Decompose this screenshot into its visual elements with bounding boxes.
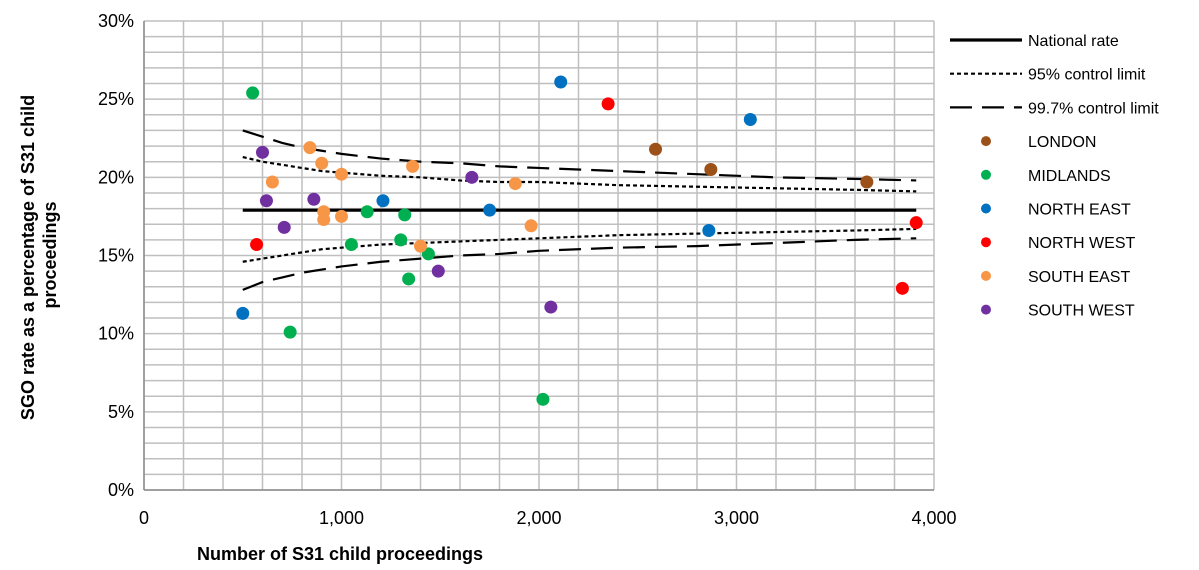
data-point-south-east [335,209,348,223]
legend-marker-midlands [981,169,991,180]
data-point-south-west [544,300,558,314]
legend-label-south-west: SOUTH WEST [1028,303,1135,320]
data-point-south-west [307,192,321,206]
data-point-midlands [360,205,374,219]
data-point-south-east [414,239,427,253]
y-tick-label: 15% [98,246,134,266]
data-point-south-east [265,175,279,189]
data-point-south-east [508,177,522,191]
data-point-south-west [256,145,269,159]
legend-label-london: LONDON [1028,134,1096,151]
legend-label-south-east: SOUTH EAST [1028,269,1130,286]
y-axis-title-line-2: proceedings [40,201,60,308]
data-point-midlands [394,233,408,247]
legend-marker-london [981,136,991,147]
legend-marker-north-west [981,237,991,248]
legend-label-national-rate: National rate [1028,33,1119,50]
chart-gridlines [143,20,935,491]
data-point-south-east [406,159,420,173]
data-point-london [704,163,718,177]
data-point-north-east [376,194,390,208]
y-tick-label: 20% [98,167,134,187]
data-point-north-east [236,306,250,320]
data-point-midlands [421,247,435,261]
data-point-south-west [431,264,445,278]
x-tick-label: 3,000 [714,508,759,528]
data-point-south-east [315,156,329,170]
data-point-south-west [259,194,273,208]
legend-label-midlands: MIDLANDS [1028,168,1111,185]
x-tick-label: 2,000 [516,508,561,528]
data-point-north-east [483,203,497,217]
data-point-south-east [303,141,317,155]
data-point-south-east [317,213,331,227]
data-point-midlands [402,272,416,286]
y-tick-label: 30% [98,11,134,31]
y-tick-label: 10% [98,324,134,344]
data-point-midlands [536,392,550,406]
x-axis-title: Number of S31 child proceedings [197,544,483,564]
data-point-north-west [895,281,909,295]
y-axis-title-line-1: SGO rate as a percentage of S31 child [18,95,38,420]
data-point-north-east [554,75,568,89]
chart-axes [143,21,934,491]
legend-label-95-control-limit: 95% control limit [1028,67,1146,84]
legend-label-north-east: NORTH EAST [1028,202,1131,219]
data-point-london [860,175,874,189]
data-point-north-west [909,216,923,230]
data-point-south-east [335,167,348,181]
95-control-limit-upper-line [242,155,917,193]
data-point-midlands [398,208,412,222]
data-point-midlands [246,86,260,100]
data-point-midlands [283,325,297,339]
data-point-north-east [743,112,757,126]
legend-label-99-7-control-limit: 99.7% control limit [1028,100,1159,117]
x-tick-label: 4,000 [911,508,956,528]
reference-lines [242,129,917,291]
chart-legend: National rate 95% control limit 99.7% cont… [950,33,1159,320]
tick-labels: 0 1,000 2,000 3,000 4,000 0% 5% 10% 15% 20% 25% 30% [98,11,957,528]
y-tick-label: 0% [108,480,134,500]
data-point-north-east [702,223,716,237]
data-points [236,75,923,406]
y-tick-label: 5% [108,402,134,422]
99-7-control-limit-lower-line [242,237,917,291]
data-point-london [649,142,663,156]
99-7-control-limit-upper-line [242,129,917,182]
y-tick-label: 25% [98,89,134,109]
legend-marker-south-east [981,270,991,281]
legend-marker-south-west [981,304,991,315]
data-point-south-west [465,170,479,184]
data-point-north-west [601,97,615,111]
legend-label-north-west: NORTH WEST [1028,235,1135,252]
data-point-south-east [524,219,538,233]
y-axis-title: SGO rate as a percentage of S31 child pr… [18,90,60,420]
data-point-south-west [277,220,291,234]
legend-marker-north-east [981,203,991,214]
data-point-midlands [344,238,358,252]
data-point-north-west [250,238,264,252]
x-tick-label: 1,000 [319,508,364,528]
x-tick-label: 0 [139,508,149,528]
95-control-limit-lower-line [242,227,917,263]
